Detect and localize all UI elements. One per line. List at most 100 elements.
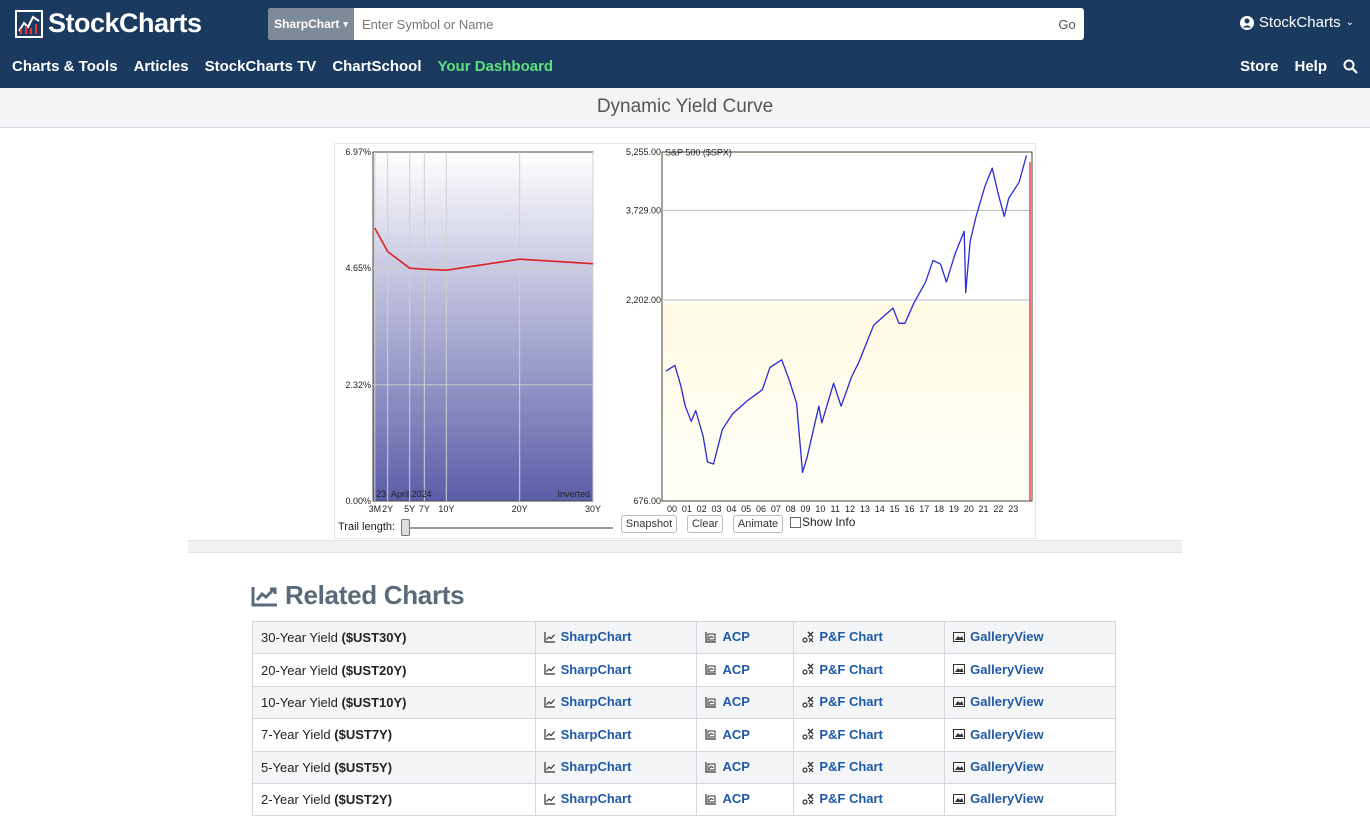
spx-year-tick: 03 (712, 504, 722, 514)
chevron-down-icon: ▾ (343, 19, 348, 30)
galleryview-cell: GalleryView (945, 686, 1116, 718)
search-go-button[interactable]: Go (1050, 17, 1084, 32)
sharpchart-link[interactable]: SharpChart (544, 727, 632, 742)
nav-store[interactable]: Store (1240, 58, 1278, 75)
stockcharts-logo[interactable]: StockCharts (14, 8, 202, 39)
animate-button[interactable]: Animate (733, 515, 783, 533)
main-nav: Charts & Tools Articles StockCharts TV C… (12, 58, 553, 75)
acp-link[interactable]: ACP (705, 759, 749, 774)
acp-cell: ACP (697, 686, 794, 718)
galleryview-icon (953, 663, 965, 675)
search-icon[interactable] (1343, 59, 1358, 74)
acp-link[interactable]: ACP (705, 694, 749, 709)
sharpchart-icon (544, 631, 556, 643)
galleryview-icon (953, 793, 965, 805)
galleryview-link[interactable]: GalleryView (953, 629, 1043, 644)
galleryview-link[interactable]: GalleryView (953, 694, 1043, 709)
yield-name: 20-Year Yield (261, 663, 338, 678)
clear-button[interactable]: Clear (687, 515, 723, 533)
chevron-down-icon: ⌄ (1346, 17, 1354, 28)
acp-link[interactable]: ACP (705, 727, 749, 742)
nav-your-dashboard[interactable]: Your Dashboard (438, 58, 554, 75)
acp-link[interactable]: ACP (705, 662, 749, 677)
user-icon (1240, 16, 1254, 30)
pnf-chart-link[interactable]: P&F Chart (802, 759, 883, 774)
pnf-cell: P&F Chart (794, 622, 945, 654)
yield-symbol: ($UST5Y) (334, 760, 392, 775)
yield-date-day: 23 (376, 489, 386, 499)
galleryview-link-label: GalleryView (970, 727, 1043, 742)
show-info-checkbox[interactable] (790, 517, 801, 528)
galleryview-link[interactable]: GalleryView (953, 662, 1043, 677)
related-chart-name: 7-Year Yield ($UST7Y) (253, 719, 536, 751)
pnf-cell: P&F Chart (794, 686, 945, 718)
acp-link[interactable]: ACP (705, 629, 749, 644)
related-chart-row: 7-Year Yield ($UST7Y) SharpChart ACP P&F Ch… (253, 719, 1116, 751)
sharpchart-link[interactable]: SharpChart (544, 759, 632, 774)
sharpchart-link[interactable]: SharpChart (544, 629, 632, 644)
sharpchart-link-label: SharpChart (561, 629, 632, 644)
trail-length-slider-handle[interactable] (401, 519, 410, 536)
sharpchart-link[interactable]: SharpChart (544, 694, 632, 709)
chart-type-dropdown[interactable]: SharpChart ▾ (268, 8, 354, 40)
snapshot-button[interactable]: Snapshot (621, 515, 677, 533)
nav-help[interactable]: Help (1294, 58, 1327, 75)
nav-articles[interactable]: Articles (134, 58, 189, 75)
yield-symbol: ($UST10Y) (341, 695, 406, 710)
yield-axis-tick: 6.97% (345, 147, 371, 157)
account-menu[interactable]: StockCharts ⌄ (1240, 14, 1354, 31)
nav-charts-tools[interactable]: Charts & Tools (12, 58, 118, 75)
galleryview-link[interactable]: GalleryView (953, 727, 1043, 742)
acp-link-label: ACP (722, 694, 749, 709)
yield-symbol: ($UST7Y) (334, 727, 392, 742)
pnf-cell: P&F Chart (794, 719, 945, 751)
acp-icon (705, 728, 717, 740)
section-divider (188, 540, 1182, 553)
show-info-toggle[interactable]: Show Info (790, 515, 855, 529)
nav-chartschool[interactable]: ChartSchool (332, 58, 421, 75)
acp-link-label: ACP (722, 791, 749, 806)
pnf-chart-link[interactable]: P&F Chart (802, 662, 883, 677)
galleryview-cell: GalleryView (945, 751, 1116, 783)
spx-axis-tick: 2,202.00 (626, 295, 661, 305)
sharpchart-icon (544, 761, 556, 773)
galleryview-link[interactable]: GalleryView (953, 759, 1043, 774)
spx-year-tick: 01 (682, 504, 692, 514)
galleryview-link-label: GalleryView (970, 791, 1043, 806)
pnf-icon (802, 793, 814, 805)
logo-chart-icon (14, 9, 44, 39)
pnf-chart-link[interactable]: P&F Chart (802, 694, 883, 709)
spx-year-tick: 15 (890, 504, 900, 514)
pnf-icon (802, 761, 814, 773)
acp-cell: ACP (697, 751, 794, 783)
pnf-link-label: P&F Chart (819, 727, 883, 742)
pnf-icon (802, 728, 814, 740)
nav-stockcharts-tv[interactable]: StockCharts TV (205, 58, 317, 75)
maturity-tick-label: 10Y (438, 504, 454, 514)
pnf-chart-link[interactable]: P&F Chart (802, 629, 883, 644)
pnf-chart-link[interactable]: P&F Chart (802, 727, 883, 742)
yield-plot-area (373, 152, 593, 501)
galleryview-link[interactable]: GalleryView (953, 791, 1043, 806)
acp-link[interactable]: ACP (705, 791, 749, 806)
sharpchart-link-label: SharpChart (561, 694, 632, 709)
spx-year-tick: 13 (860, 504, 870, 514)
pnf-icon (802, 663, 814, 675)
sharpchart-link-label: SharpChart (561, 759, 632, 774)
spx-year-tick: 08 (786, 504, 796, 514)
sharpchart-icon (544, 696, 556, 708)
spx-year-tick: 20 (964, 504, 974, 514)
pnf-chart-link[interactable]: P&F Chart (802, 791, 883, 806)
secondary-nav: Store Help (1240, 58, 1358, 75)
sharpchart-link[interactable]: SharpChart (544, 791, 632, 806)
related-charts-heading: Related Charts (251, 580, 464, 611)
galleryview-link-label: GalleryView (970, 662, 1043, 677)
yield-name: 7-Year Yield (261, 727, 331, 742)
pnf-link-label: P&F Chart (819, 759, 883, 774)
acp-icon (705, 663, 717, 675)
sharpchart-link[interactable]: SharpChart (544, 662, 632, 677)
symbol-search-input[interactable] (354, 9, 1050, 39)
pnf-icon (802, 696, 814, 708)
trail-length-slider[interactable] (403, 527, 613, 529)
